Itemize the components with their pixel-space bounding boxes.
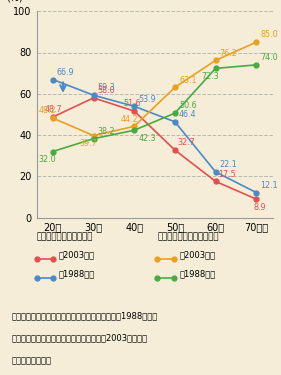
Text: 66.9: 66.9 <box>57 68 74 77</box>
Text: 46.4: 46.4 <box>179 110 197 119</box>
Text: （2003年）: （2003年） <box>180 251 216 260</box>
Text: 42.3: 42.3 <box>138 134 156 143</box>
Text: 76.2: 76.2 <box>220 48 237 57</box>
Text: 自由時間は現在程度でよい: 自由時間は現在程度でよい <box>157 232 219 242</box>
Text: 32.7: 32.7 <box>178 138 195 147</box>
Text: 自由時間をもっとほしい: 自由時間をもっとほしい <box>37 232 93 242</box>
Text: 17.5: 17.5 <box>218 170 236 178</box>
Text: 50.6: 50.6 <box>179 101 197 110</box>
Text: 資料）内閣府「余暇と旅行に関する世論調査」（1988年）、: 資料）内閣府「余暇と旅行に関する世論調査」（1988年）、 <box>11 311 157 320</box>
Text: 22.1: 22.1 <box>220 160 237 169</box>
Text: 59.3: 59.3 <box>98 83 115 92</box>
Text: 48.7: 48.7 <box>44 105 62 114</box>
Text: 51.6: 51.6 <box>123 99 141 108</box>
Text: 32.0: 32.0 <box>39 155 56 164</box>
Text: （1988年）: （1988年） <box>59 269 95 278</box>
Text: 85.0: 85.0 <box>260 30 278 39</box>
Text: 8.9: 8.9 <box>253 202 266 211</box>
Text: 12.1: 12.1 <box>260 181 278 190</box>
Text: 39.7: 39.7 <box>80 139 97 148</box>
Text: （2003年）: （2003年） <box>59 251 95 260</box>
Text: 48.2: 48.2 <box>39 106 56 115</box>
Text: 「自由時間と観光に関する世論調査」（2003年）より: 「自由時間と観光に関する世論調査」（2003年）より <box>11 334 147 343</box>
Text: 38.2: 38.2 <box>98 127 115 136</box>
Text: (%): (%) <box>6 0 22 3</box>
Text: 74.0: 74.0 <box>260 53 278 62</box>
Text: 58.0: 58.0 <box>98 86 115 95</box>
Text: 63.1: 63.1 <box>179 76 197 85</box>
Text: 53.9: 53.9 <box>138 94 156 104</box>
Text: 72.3: 72.3 <box>202 72 219 81</box>
Text: （1988年）: （1988年） <box>180 269 216 278</box>
Text: 国土交通省作成: 国土交通省作成 <box>11 356 51 365</box>
Text: 44.2: 44.2 <box>120 114 138 123</box>
